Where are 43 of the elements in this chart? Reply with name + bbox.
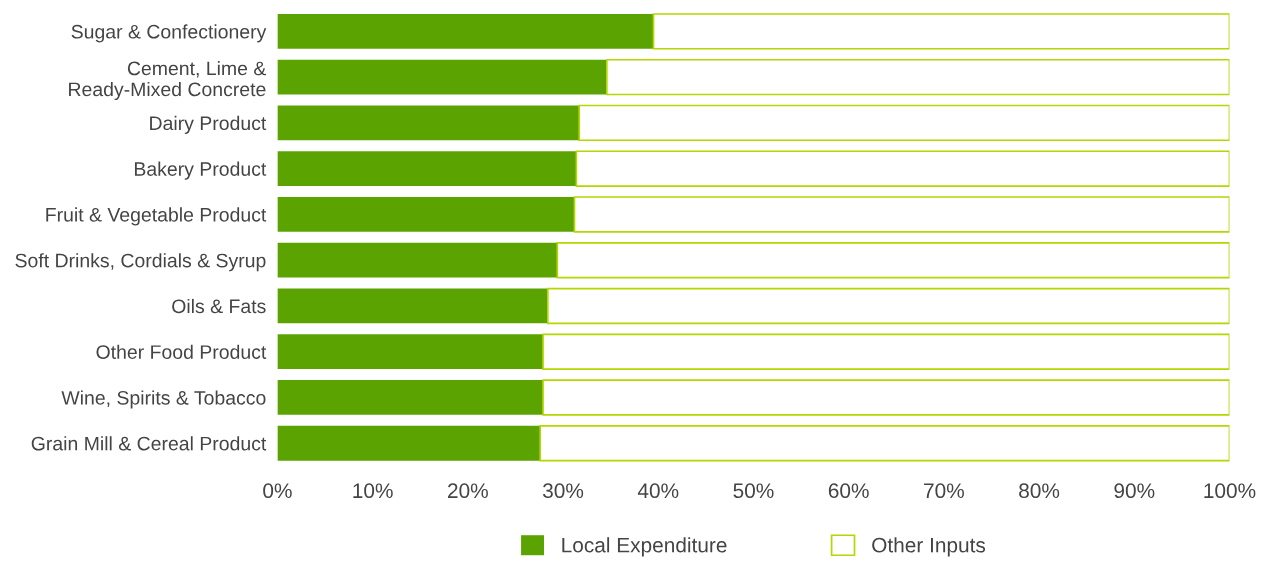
y-tick-label: Soft Drinks, Cordials & Syrup (15, 253, 266, 272)
bar (277, 425, 541, 461)
bar (546, 287, 1230, 325)
bar (277, 288, 548, 324)
x-tick-label: 70% (924, 483, 964, 499)
bar (573, 196, 1230, 233)
legend-label: Local Expenditure (562, 537, 727, 557)
bar (605, 58, 1230, 96)
x-tick-label: 40% (637, 483, 679, 499)
y-tick-label: Wine, Spirits & Tobacco (61, 390, 266, 409)
y-tick-label: Bakery Product (134, 161, 267, 180)
bar (277, 59, 607, 95)
x-tick-label: 30% (542, 483, 584, 499)
y-tick-label: Fruit & Vegetable Product (46, 207, 267, 226)
bar (556, 241, 1230, 279)
bar (277, 242, 558, 278)
y-tick-label: Cement, Lime & Ready-Mixed Concrete (69, 61, 267, 101)
bar (578, 104, 1230, 142)
x-tick-label: 20% (448, 483, 488, 499)
x-tick-label: 10% (353, 483, 393, 499)
y-tick-label: Grain Mill & Cereal Product (31, 436, 267, 451)
bar (277, 197, 575, 232)
x-tick-label: 90% (1114, 483, 1155, 499)
bar (277, 380, 544, 415)
bar (277, 151, 577, 187)
x-tick-label: 80% (1019, 483, 1060, 499)
bar (277, 334, 544, 370)
y-tick-label: Oils & Fats (172, 298, 266, 314)
bar (542, 379, 1230, 416)
legend-label: Other Inputs (872, 537, 986, 557)
bar (542, 333, 1230, 370)
bar (539, 425, 1230, 462)
y-tick-label: Other Food Product (96, 344, 267, 359)
x-tick-label: 100% (1204, 483, 1256, 499)
x-tick-label: 0% (263, 483, 292, 499)
bar (277, 105, 580, 141)
bar (575, 150, 1230, 187)
bar (277, 13, 654, 49)
x-tick-label: 60% (828, 483, 869, 499)
x-tick-label: 50% (733, 483, 774, 499)
y-tick-label: Dairy Product (150, 115, 267, 134)
y-tick-label: Sugar & Confectionery (71, 24, 267, 43)
bar (652, 13, 1230, 50)
